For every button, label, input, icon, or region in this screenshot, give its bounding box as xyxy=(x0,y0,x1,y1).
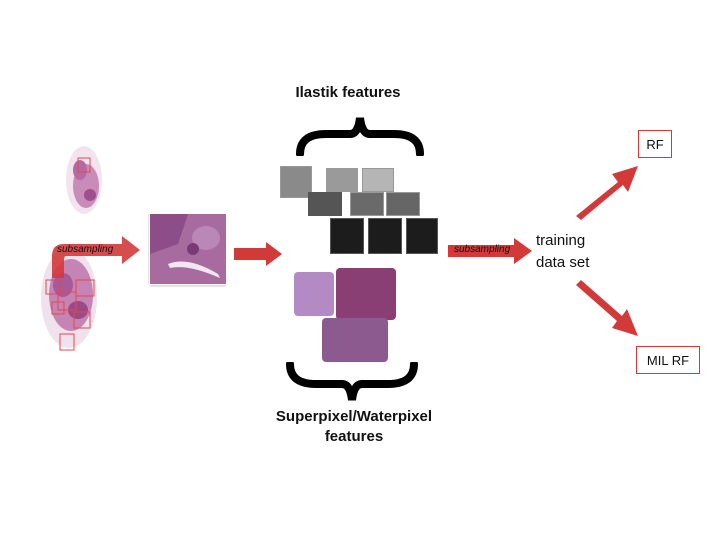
subsampling-label-left: subsampling xyxy=(57,244,114,255)
feature-channel-panel xyxy=(326,168,358,192)
ilastik-feature-panels xyxy=(278,162,438,258)
arrow-to-rf xyxy=(568,160,640,220)
training-data-set-line2: data set xyxy=(536,254,590,271)
feature-channel-panel xyxy=(280,166,312,198)
superpixel-patches xyxy=(290,268,410,364)
feature-channel-panel xyxy=(386,192,420,216)
subsampling-label-right: subsampling xyxy=(454,244,511,255)
subsampling-arrow-right xyxy=(448,238,532,264)
feature-channel-panel xyxy=(406,218,438,254)
ilastik-features-title: Ilastik features xyxy=(295,84,401,101)
feature-channel-panel xyxy=(308,192,342,216)
feature-channel-panel xyxy=(362,168,394,192)
feature-channel-panel xyxy=(330,218,364,254)
top-brace xyxy=(296,114,424,158)
superpixel-features-title-line2: features xyxy=(324,428,384,445)
feature-channel-panel xyxy=(368,218,402,254)
superpixel-features-title-line1: Superpixel/Waterpixel xyxy=(275,408,433,425)
tissue-patch-image xyxy=(336,268,396,320)
arrow-to-mil-rf xyxy=(568,278,642,342)
tissue-patch-image xyxy=(322,318,388,362)
slide-thumbnail-top xyxy=(60,140,108,220)
subsampling-arrow-left xyxy=(44,234,144,280)
tissue-slide-image xyxy=(66,146,102,214)
feature-channel-panel xyxy=(350,192,384,216)
arrow-to-features xyxy=(234,242,282,266)
tissue-patch-image xyxy=(294,272,334,316)
mil-rf-box: MIL RF xyxy=(636,346,700,374)
rf-box: RF xyxy=(638,130,672,158)
bottom-brace xyxy=(286,360,418,404)
training-data-set-line1: training xyxy=(536,232,586,249)
zoomed-tissue-image xyxy=(147,214,228,290)
